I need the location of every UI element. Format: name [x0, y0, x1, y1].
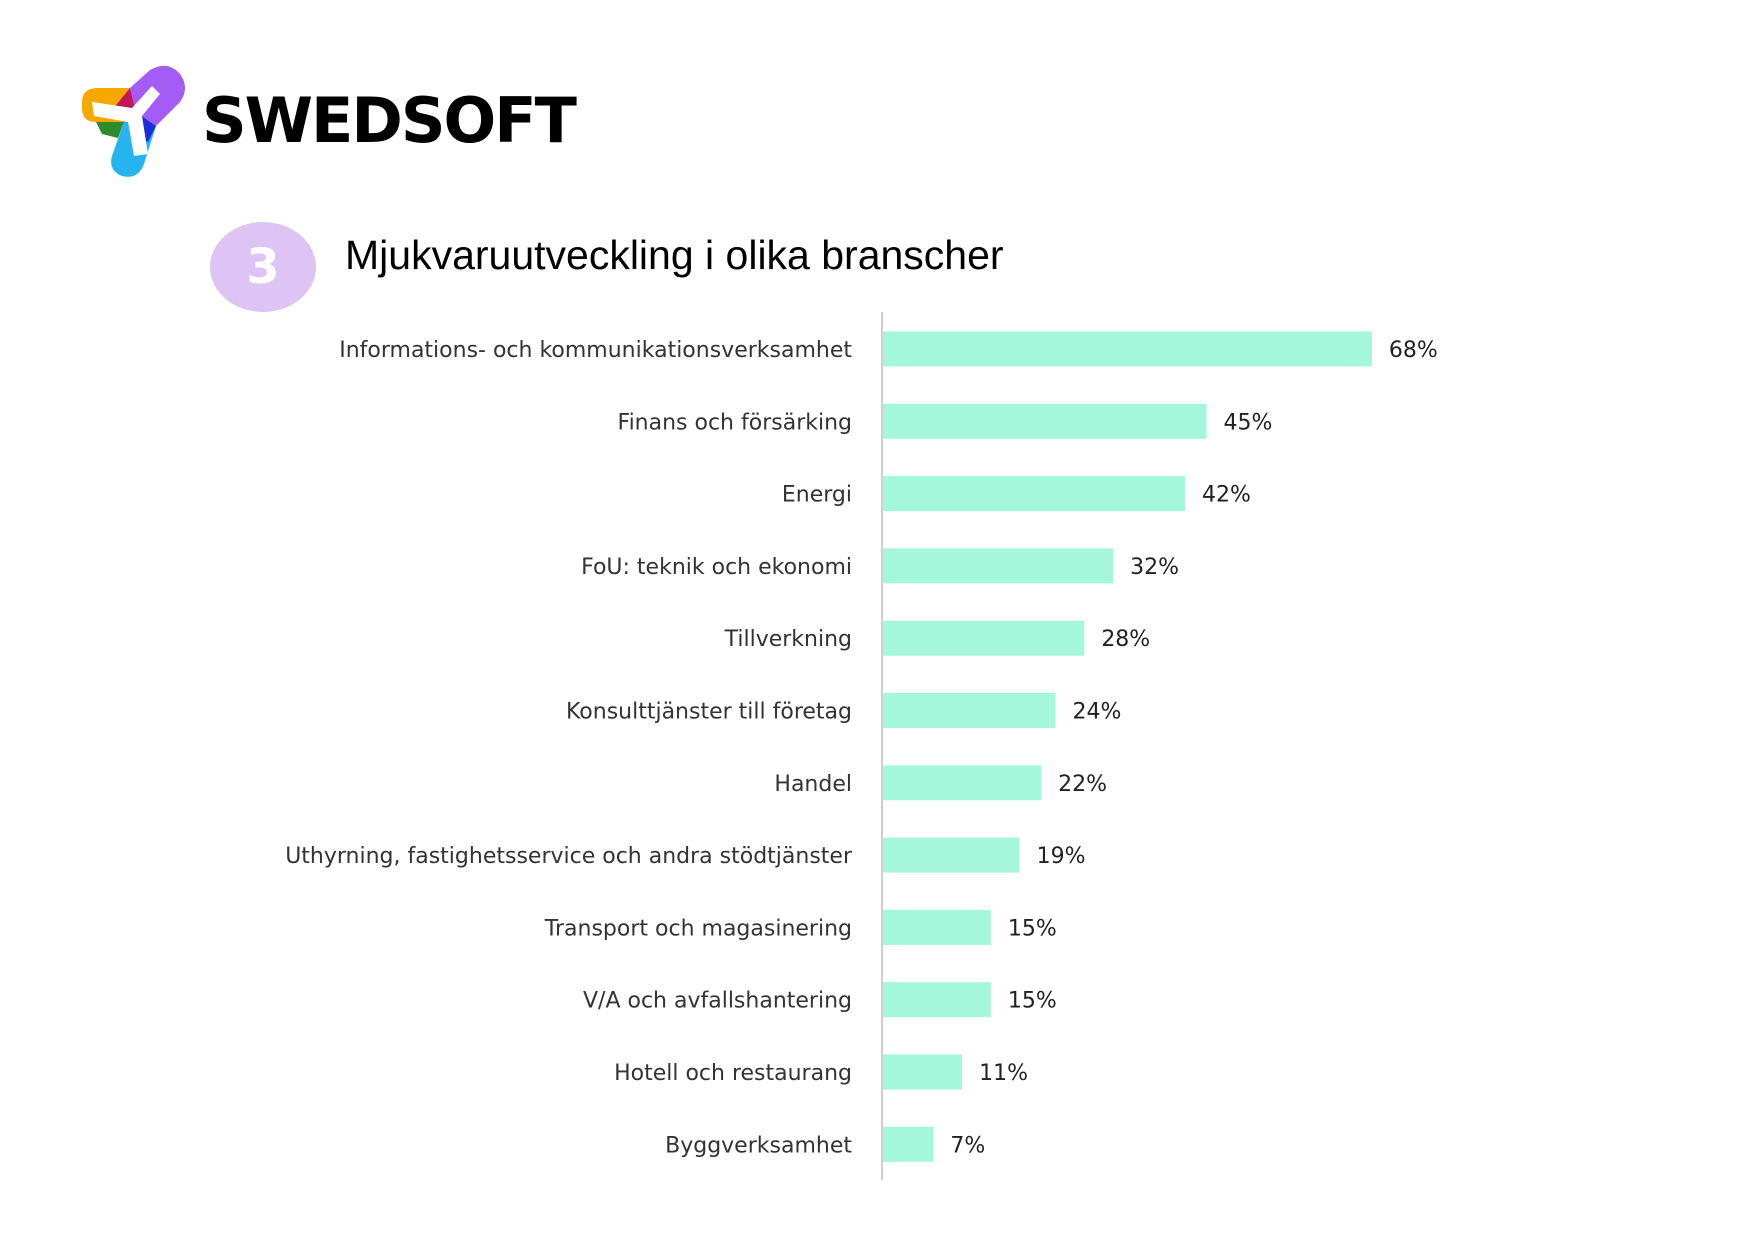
data-label: 15% [1008, 989, 1057, 1014]
data-label: 45% [1224, 410, 1273, 435]
category-label: Tillverkning [724, 627, 852, 652]
data-label: 22% [1058, 772, 1107, 797]
bar [883, 765, 1042, 801]
category-label: Handel [774, 772, 852, 797]
data-label: 68% [1389, 338, 1438, 363]
category-label: Finans och försärking [618, 410, 852, 435]
bar [883, 1126, 934, 1162]
chart-title: Mjukvaruutveckling i olika branscher [345, 232, 1004, 278]
category-label: Hotell och restaurang [614, 1061, 852, 1086]
bar [883, 331, 1372, 367]
data-label: 28% [1101, 627, 1150, 652]
bar [883, 909, 991, 945]
category-label: FoU: teknik och ekonomi [581, 555, 852, 580]
category-label: V/A och avfallshantering [583, 989, 852, 1014]
bar [883, 548, 1114, 584]
data-label: 7% [950, 1133, 985, 1158]
swedsoft-logo-icon [82, 65, 185, 177]
data-label: 19% [1037, 844, 1086, 869]
section-number-badge: 3 [210, 222, 316, 312]
data-label: 32% [1130, 555, 1179, 580]
category-label: Uthyrning, fastighetsservice och andra s… [285, 844, 853, 869]
category-label: Energi [782, 483, 852, 508]
bar [883, 1054, 963, 1090]
bar [883, 837, 1020, 873]
category-label: Informations- och kommunikationsverksamh… [339, 338, 852, 363]
data-label: 42% [1202, 483, 1251, 508]
bar [883, 403, 1207, 439]
category-label: Transport och magasinering [544, 916, 852, 941]
bar [883, 476, 1185, 512]
bar [883, 693, 1056, 728]
data-label: 24% [1073, 700, 1122, 725]
bar [883, 620, 1085, 656]
data-label: 15% [1008, 916, 1057, 941]
data-label: 11% [979, 1061, 1028, 1086]
category-label: Konsulttjänster till företag [566, 700, 852, 725]
brand-name: SWEDSOFT [202, 84, 577, 157]
category-label: Byggverksamhet [665, 1133, 852, 1158]
bar [883, 982, 991, 1018]
